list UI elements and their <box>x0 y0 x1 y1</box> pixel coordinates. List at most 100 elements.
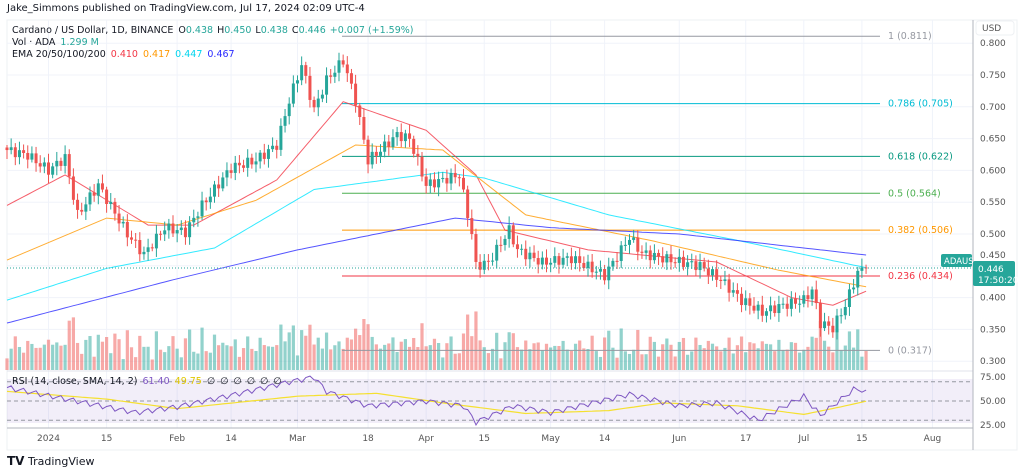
volume-bar <box>856 329 860 370</box>
candle-body <box>802 295 806 304</box>
volume-bar <box>748 342 752 370</box>
volume-bar <box>690 351 694 370</box>
volume-bar <box>806 346 810 370</box>
volume-bar <box>773 351 777 370</box>
candle-body <box>337 60 341 73</box>
volume-bar <box>752 343 756 370</box>
volume-bar <box>374 344 378 370</box>
volume-bar <box>441 357 445 370</box>
volume-bar <box>125 330 129 370</box>
candle-body <box>71 176 75 200</box>
volume-bar <box>287 332 291 370</box>
candle-body <box>781 303 785 305</box>
volume-bar <box>378 348 383 370</box>
price-tick-label: 0.800 <box>980 39 1006 49</box>
candle-body <box>279 125 283 150</box>
volume-bar <box>163 352 167 370</box>
volume-bar <box>573 343 578 370</box>
candle-body <box>835 315 839 333</box>
candle-body <box>711 269 714 276</box>
chart-frame <box>6 19 1018 451</box>
candle-body <box>445 177 449 184</box>
candle-body <box>424 176 428 186</box>
volume-bar <box>482 347 486 370</box>
candle-body <box>611 260 615 267</box>
volume-bar <box>17 346 22 370</box>
candle-body <box>532 252 536 259</box>
candle-body <box>860 267 864 271</box>
candle-body <box>333 72 337 77</box>
legend-row-main: Cardano / US Dollar, 1D, BINANCE O0.438 H0… <box>12 25 414 36</box>
candle-body <box>731 290 735 293</box>
candle-body <box>26 152 30 160</box>
volume-bar <box>457 353 461 370</box>
volume-bar <box>839 349 843 370</box>
candle-body <box>9 147 13 151</box>
candle-body <box>437 179 441 188</box>
candle-body <box>499 244 503 246</box>
candle-body <box>590 261 594 273</box>
volume-bar <box>715 346 719 370</box>
volume-bar <box>383 344 387 370</box>
candle-body <box>237 162 241 166</box>
candle-body <box>188 222 192 238</box>
volume-bar <box>474 311 478 370</box>
fibonacci-retracement[interactable]: 1 (0.811) 0.786 (0.705) 0.618 (0.622) 0.5 (… <box>342 31 953 356</box>
candle-body <box>702 262 706 269</box>
volume-bar <box>266 346 271 370</box>
volume-bar <box>428 345 432 370</box>
volume-bar <box>254 351 258 370</box>
candle-body <box>847 289 851 308</box>
candle-body <box>399 132 403 142</box>
rsi-axis[interactable]: 25.00 50.00 75.00 <box>980 373 1006 431</box>
tradingview-logo[interactable]: 𝗧𝗩 TradingView <box>7 454 94 468</box>
candle-body <box>175 230 179 234</box>
volume-bar <box>246 336 250 370</box>
volume-bar <box>553 345 557 370</box>
volume-bar <box>723 347 727 370</box>
candle-body <box>275 145 279 150</box>
candle-body <box>814 289 818 304</box>
candle-body <box>383 141 387 152</box>
currency-button[interactable] <box>975 20 1015 36</box>
volume-bar <box>536 342 540 370</box>
volume-bar <box>478 340 482 370</box>
time-axis[interactable]: 2024 15 Feb 14 Mar 18 Apr 15 May 14 Jun 17 Jul 15 Aug <box>37 434 941 444</box>
price-axis[interactable]: 0.300 0.350 0.400 0.450 0.500 0.550 0.600 0.650… <box>980 39 1006 367</box>
volume-bar <box>71 317 75 370</box>
candle-body <box>271 145 275 150</box>
time-tick-label: 2024 <box>37 434 60 444</box>
tradingview-logo-icon: 𝗧𝗩 <box>7 454 25 468</box>
candle-body <box>661 256 665 263</box>
volume-bar <box>229 346 233 370</box>
volume-bar <box>698 344 702 370</box>
volume-bar <box>777 339 781 370</box>
volume-bar <box>632 349 636 370</box>
price-tick-label: 0.450 <box>980 251 1006 261</box>
candle-body <box>698 262 702 271</box>
candle-body <box>503 238 507 246</box>
candle-body <box>453 172 457 178</box>
candle-body <box>105 189 109 204</box>
volume-bar <box>121 359 125 370</box>
volume-bar <box>594 351 598 370</box>
volume-bar <box>669 344 673 370</box>
ema-line-ema20 <box>6 101 867 306</box>
volume-bar <box>540 350 544 370</box>
candle-body <box>827 321 831 326</box>
candle-body <box>38 163 42 167</box>
time-tick-label: 15 <box>101 434 112 444</box>
price-tick-label: 0.650 <box>980 135 1006 145</box>
volume-bar <box>412 337 416 370</box>
low-value: 0.438 <box>261 25 288 36</box>
fib-level-label: 0.618 (0.622) <box>888 151 953 162</box>
volume-bar <box>495 332 499 370</box>
candle-body <box>88 192 92 205</box>
volume-bar <box>532 343 536 370</box>
volume-bar <box>827 346 831 370</box>
candle-body <box>196 216 200 218</box>
volume-bar <box>586 349 590 370</box>
volume-value: 1.299 M <box>60 37 98 48</box>
candle-body <box>341 60 345 65</box>
